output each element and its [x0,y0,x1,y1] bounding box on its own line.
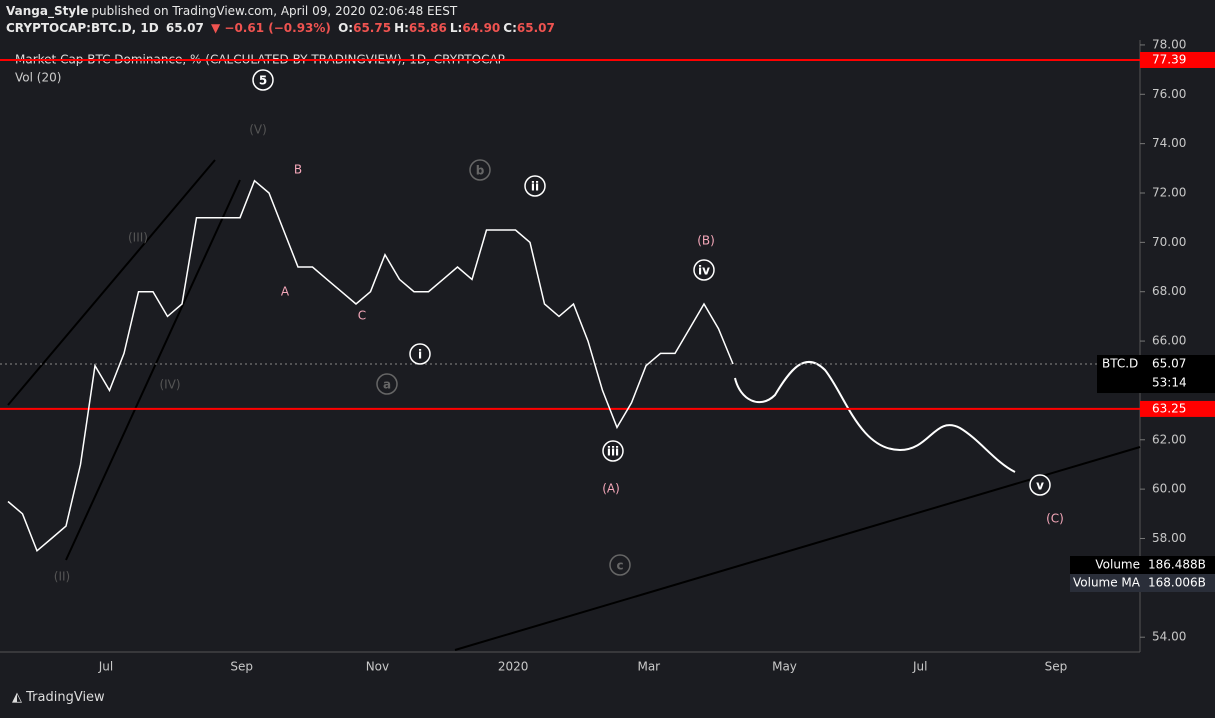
wave-label: iii [607,445,619,459]
y-tick-label: 60.00 [1152,482,1186,496]
wave-circle [693,259,715,281]
wave-label: b [476,164,485,178]
publisher: Vanga_Style [6,4,89,18]
trend-line [7,159,216,406]
wave-circle [409,343,431,365]
wave-label: iv [698,264,710,278]
trend-line [65,179,241,561]
ohlc-key: O: [338,21,354,35]
x-tick-label: Jul [912,660,927,674]
x-tick-label: Mar [637,660,660,674]
chart-subtitle: Vol (20) [15,71,61,85]
brand: TradingView [26,690,105,705]
wave-label: (C) [1046,512,1064,526]
wave-circle [376,373,398,395]
volume-name: Volume [1095,558,1140,572]
volume-tag [1070,556,1215,574]
y-tick-label: 74.00 [1152,136,1186,150]
last-price-name: BTC.D [1102,357,1138,371]
wave-label: 5 [259,74,267,88]
y-tick-label: 66.00 [1152,334,1186,348]
wave-label: a [383,378,391,392]
wave-label: B [294,163,302,177]
level-tag [1140,400,1215,417]
ohlc-value: 65.75 [353,21,392,35]
countdown: 53:14 [1152,376,1187,390]
level-label: 77.39 [1152,52,1186,66]
wave-label: v [1036,479,1044,493]
trend-line [454,446,1141,651]
last-price-tag [1097,355,1215,394]
x-tick-label: Jul [98,660,113,674]
wave-circle [252,69,274,91]
wave-label: (V) [249,123,267,137]
volume-value: 186.488B [1148,558,1206,572]
wave-circle [602,440,624,462]
y-tick-label: 68.00 [1152,284,1186,298]
projection-curve [734,360,1016,473]
level-tag [1140,51,1215,68]
footer: ◭ TradingView [12,690,105,705]
y-tick-label: 72.00 [1152,186,1186,200]
change: ▼ −0.61 (−0.93%) [211,21,331,35]
x-tick-label: Sep [1045,660,1068,674]
wave-circle [524,175,546,197]
ohlc-key: H: [394,21,409,35]
wave-label: C [358,309,366,323]
wave-label: (III) [128,231,148,245]
wave-label: (A) [602,482,620,496]
x-tick-label: Sep [230,660,253,674]
wave-label: (B) [697,234,715,248]
last: 65.07 [165,21,204,35]
ohlc-value: 65.86 [408,21,447,35]
volume-tag [1070,574,1215,592]
y-tick-label: 76.00 [1152,87,1186,101]
y-tick-label: 62.00 [1152,432,1186,446]
volume-name: Volume MA [1073,576,1141,590]
x-tick-label: Nov [366,660,389,674]
ohlc-value: 65.07 [516,21,555,35]
price-line [7,179,734,553]
wave-label: c [616,559,623,573]
wave-circle [609,554,631,576]
y-tick-label: 70.00 [1152,235,1186,249]
ohlc-value: 64.90 [462,21,501,35]
x-tick-label: May [772,660,797,674]
y-tick-label: 54.00 [1152,630,1186,644]
wave-label: i [418,348,422,362]
wave-label: ii [531,180,539,194]
y-tick-label: 78.00 [1152,37,1186,51]
last-price-value: 65.07 [1152,357,1186,371]
wave-circle [1029,474,1051,496]
wave-label: (II) [54,570,70,584]
volume-value: 168.006B [1148,576,1206,590]
ohlc-key: L: [449,21,463,35]
x-tick-label: 2020 [498,660,529,674]
wave-label: (IV) [159,378,180,392]
ohlc-key: C: [503,21,517,35]
level-label: 63.25 [1152,401,1186,415]
wave-circle [469,159,491,181]
wave-label: A [281,285,290,299]
header: Vanga_Style published on TradingView.com,… [6,3,558,37]
symbol: CRYPTOCAP:BTC.D, 1D [6,21,159,35]
y-tick-label: 58.00 [1152,531,1186,545]
published: published on TradingView.com, April 09, … [91,4,458,18]
